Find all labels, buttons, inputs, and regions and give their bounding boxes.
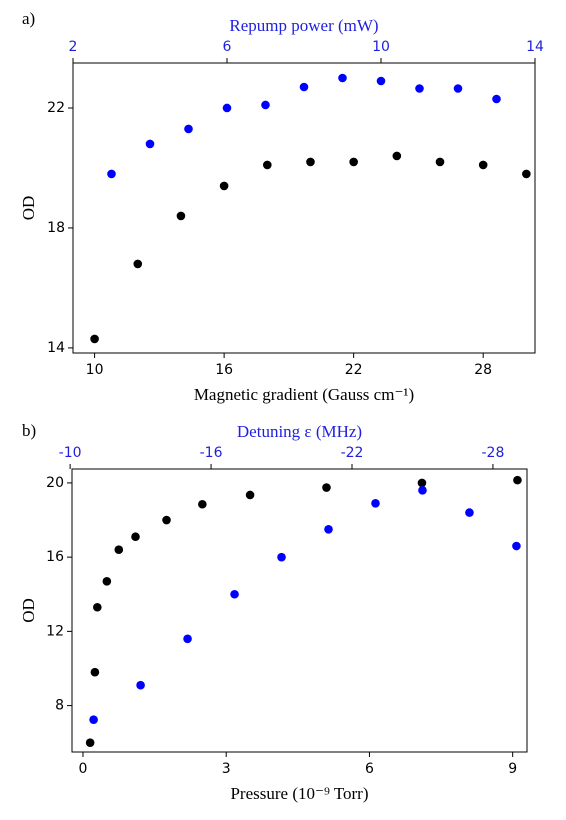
data-point <box>376 76 386 86</box>
data-point <box>492 94 501 104</box>
x2-tick-label: 14 <box>526 39 544 55</box>
x-tick-label: 28 <box>474 362 492 378</box>
data-point <box>136 680 145 690</box>
data-point <box>453 84 463 93</box>
data-point <box>324 525 333 534</box>
data-point <box>222 103 232 113</box>
data-point <box>306 157 315 167</box>
x2-tick-label: -16 <box>200 445 223 461</box>
x-tick-label: 9 <box>508 761 517 777</box>
data-point <box>162 515 171 525</box>
data-point <box>145 139 155 149</box>
data-point <box>184 124 193 134</box>
data-point <box>176 211 186 221</box>
plot-frame <box>71 468 528 753</box>
x-tick-label: 0 <box>79 761 88 777</box>
y-tick-label: 8 <box>55 698 64 714</box>
x-tick-label: 6 <box>365 761 374 777</box>
x-tick-label: 16 <box>215 362 233 378</box>
data-point <box>85 738 95 748</box>
x2-tick-label: 10 <box>372 39 390 55</box>
data-point <box>90 334 99 344</box>
x2-tick-label: 2 <box>69 39 78 55</box>
data-point <box>131 532 140 542</box>
data-point <box>261 100 270 110</box>
data-point <box>262 160 272 170</box>
panel-label: b) <box>22 421 36 440</box>
data-point <box>133 259 143 269</box>
data-point <box>93 602 102 612</box>
data-point <box>198 499 207 509</box>
data-point <box>107 169 116 179</box>
data-point <box>415 84 424 93</box>
x2-tick-label: -10 <box>59 445 82 461</box>
data-point <box>338 73 347 83</box>
x2-axis-label: Detuning ε (MHz) <box>237 422 362 441</box>
x-tick-label: 3 <box>222 761 231 777</box>
data-point <box>513 475 522 485</box>
data-point <box>392 151 402 161</box>
y-axis-label: OD <box>19 598 38 623</box>
y-tick-label: 12 <box>46 623 64 639</box>
x2-axis-label: Repump power (mW) <box>229 16 378 35</box>
data-point <box>299 82 309 92</box>
data-point <box>219 181 229 191</box>
x-tick-label: 10 <box>86 362 104 378</box>
data-point <box>114 545 124 555</box>
x2-tick-label: -28 <box>482 445 505 461</box>
x2-tick-label: -22 <box>341 445 364 461</box>
x-axis-label: Pressure (10⁻⁹ Torr) <box>230 784 368 803</box>
data-point <box>102 576 112 586</box>
data-point <box>418 486 427 495</box>
data-point <box>522 169 531 179</box>
x-axis-label: Magnetic gradient (Gauss cm⁻¹) <box>194 385 414 404</box>
y-tick-label: 20 <box>46 475 64 491</box>
data-point <box>90 667 100 677</box>
data-point <box>512 541 521 551</box>
data-point <box>183 634 192 644</box>
y-tick-label: 22 <box>47 100 65 116</box>
y-tick-label: 16 <box>46 549 64 565</box>
data-point <box>478 160 488 170</box>
data-point <box>417 478 427 488</box>
x-tick-label: 22 <box>345 362 363 378</box>
data-point <box>349 157 358 167</box>
data-point <box>322 483 331 492</box>
data-point <box>277 552 286 562</box>
data-point <box>245 490 255 500</box>
x2-tick-label: 6 <box>223 39 232 55</box>
data-point <box>435 157 445 167</box>
data-point <box>465 508 474 517</box>
data-point <box>230 589 239 599</box>
data-point <box>371 499 380 508</box>
data-point <box>89 715 98 725</box>
plot-frame <box>72 62 536 354</box>
panel-label: a) <box>22 9 35 28</box>
y-axis-label: OD <box>19 196 38 221</box>
y-tick-label: 18 <box>47 220 65 236</box>
y-tick-label: 14 <box>47 340 65 356</box>
